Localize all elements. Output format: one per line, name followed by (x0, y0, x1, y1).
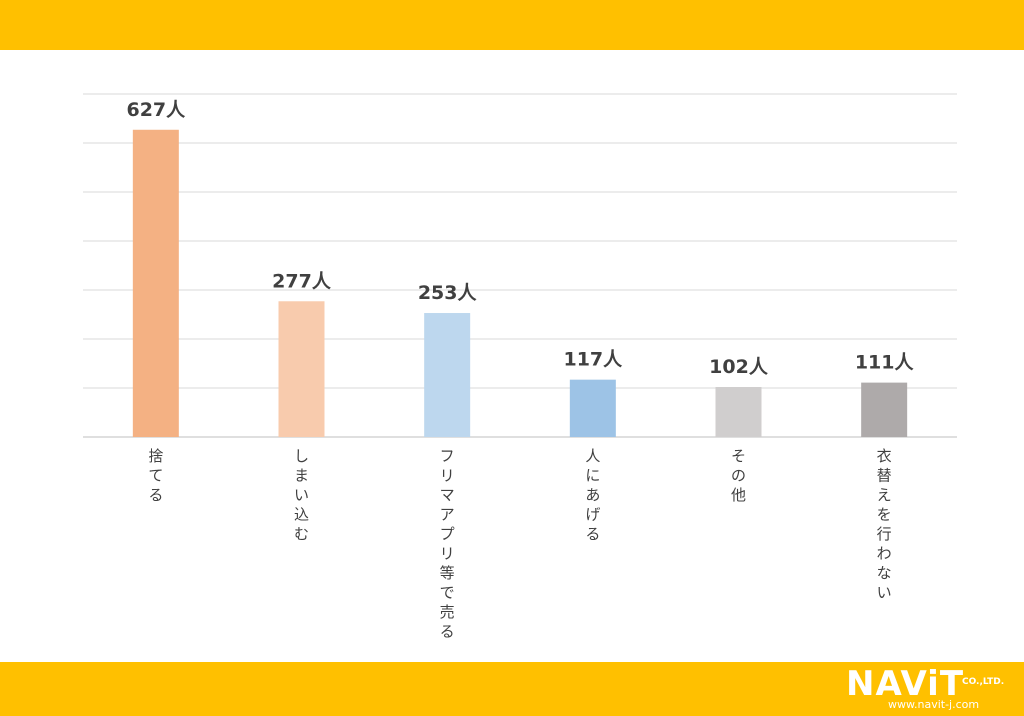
category-label: 人にあげる (585, 447, 600, 543)
navit-logo: NAViT CO.,LTD. www.navit-j.com (840, 664, 1020, 714)
bar (861, 382, 908, 437)
bar (132, 129, 179, 437)
bar (278, 301, 325, 437)
bottom-banner (0, 662, 1024, 716)
data-label: 253人 (418, 282, 478, 304)
bar-chart: 627人 277人 253人 117人 102人 111人 捨てる しまい込む フリマアプリ等… (83, 93, 957, 641)
data-label: 117人 (563, 349, 623, 371)
data-label: 627人 (126, 99, 186, 121)
top-banner (0, 0, 1024, 50)
gridlines (83, 93, 957, 438)
bar (715, 387, 762, 437)
logo-name: NAViT (846, 664, 965, 704)
bar (424, 313, 471, 437)
category-label: 捨てる (148, 447, 163, 504)
data-label: 277人 (272, 270, 332, 292)
category-label: その他 (731, 447, 746, 504)
category-label: フリマアプリ等で売る (440, 447, 455, 641)
bar (569, 379, 616, 437)
data-label: 102人 (709, 356, 769, 378)
logo-url: www.navit-j.com (888, 698, 980, 711)
bars (132, 129, 908, 437)
logo-company-suffix: CO.,LTD. (962, 677, 1005, 687)
category-label: しまい込む (294, 447, 309, 543)
data-label: 111人 (855, 352, 915, 374)
category-labels: 捨てる しまい込む フリマアプリ等で売る 人にあげる その他 衣替えを行わない (148, 447, 891, 641)
data-labels: 627人 277人 253人 117人 102人 111人 (126, 99, 914, 378)
category-label: 衣替えを行わない (877, 447, 892, 602)
